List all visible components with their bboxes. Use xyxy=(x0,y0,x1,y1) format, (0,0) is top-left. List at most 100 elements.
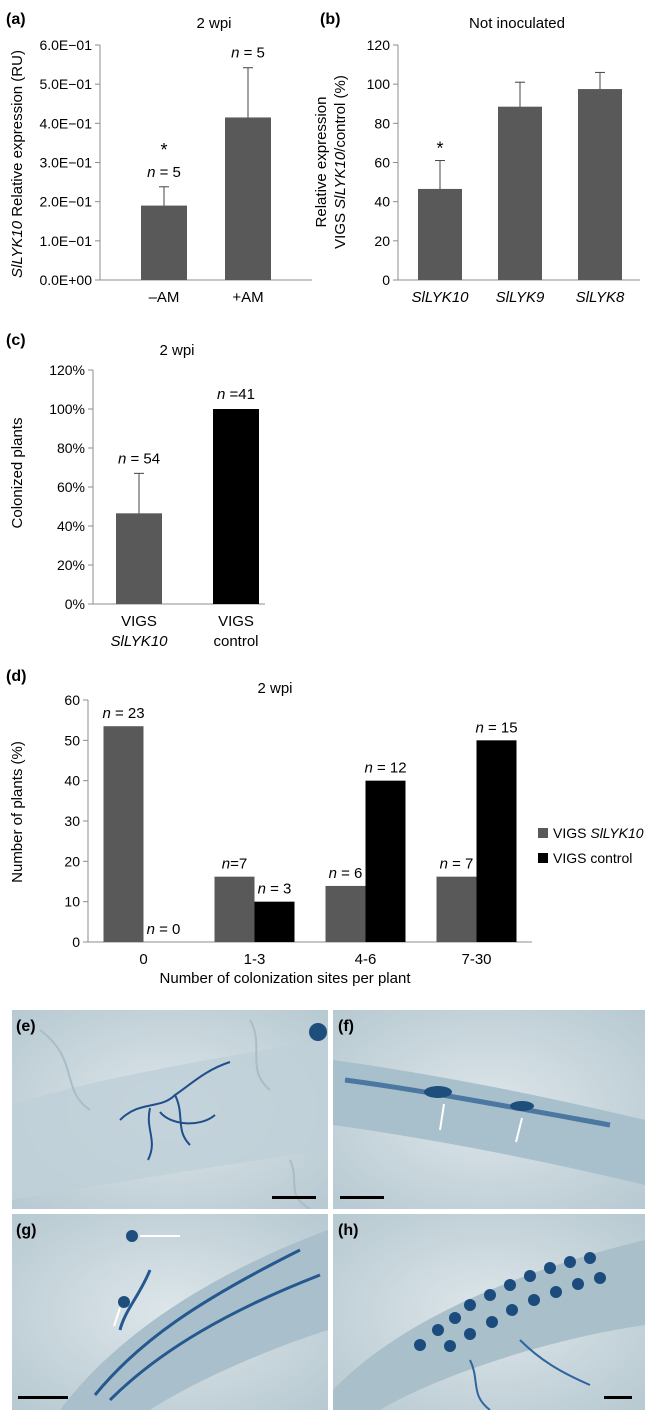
category-label-line2-0: SlLYK10 xyxy=(111,633,169,650)
micrograph-g-letter: (g) xyxy=(16,1222,36,1239)
bar-1 xyxy=(498,106,542,280)
micrograph-g-arrow-2 xyxy=(113,1307,121,1327)
micrograph-e-root-hairs xyxy=(39,1019,311,1209)
bar-s0-0 xyxy=(103,726,144,942)
panel-c-categories: VIGS SlLYK10 VIGS control xyxy=(111,613,259,650)
micrograph-g xyxy=(12,1214,328,1410)
category-label-3: 7-30 xyxy=(461,951,491,968)
panel-c-title: 2 wpi xyxy=(159,342,194,359)
panel-b-bars: * xyxy=(418,71,622,280)
bar-1 xyxy=(213,409,259,604)
b-tick-label: 20 xyxy=(374,233,390,249)
panel-c: (c) 2 wpi Colonized plants 0% 20% 40% 60% 80… xyxy=(6,332,265,650)
micrograph-e-blob xyxy=(309,1023,327,1041)
micrograph-h-arbuscules xyxy=(414,1252,606,1352)
micrograph-h-letter: (h) xyxy=(338,1222,358,1239)
panel-d: (d) 2 wpi Number of plants (%) Number of… xyxy=(6,668,644,987)
d-tick-label: 20 xyxy=(64,853,80,869)
legend-label-vigs-sllyk10: VIGS SlLYK10 xyxy=(553,825,644,841)
panel-b-letter: (b) xyxy=(320,11,340,28)
panel-a-letter: (a) xyxy=(6,11,26,28)
a-tick-label: 5.0E−01 xyxy=(39,76,92,92)
bar-n-label-s0-3: n = 7 xyxy=(440,856,474,873)
c-tick-label: 120% xyxy=(49,362,85,378)
bar-n-label-s1-1: n = 3 xyxy=(258,881,292,898)
panel-b: (b) Not inoculated Relative expression V… xyxy=(313,11,640,306)
panel-a: (a) 2 wpi SlLYK10 Relative expression (R… xyxy=(6,11,312,306)
panel-c-ylabel: Colonized plants xyxy=(9,418,26,529)
panel-d-categories: 0 1-3 4-6 7-30 xyxy=(139,951,491,968)
d-tick-label: 60 xyxy=(64,692,80,708)
micrograph-h xyxy=(333,1214,645,1410)
panel-b-y-ticks: 0 20 40 60 80 100 120 xyxy=(367,37,398,288)
micrograph-g-arbuscule-1 xyxy=(126,1230,138,1242)
a-tick-label: 1.0E−01 xyxy=(39,233,92,249)
micrograph-f-arrow-2 xyxy=(515,1117,523,1143)
panel-c-y-ticks: 0% 20% 40% 60% 80% 100% 120% xyxy=(49,362,93,612)
bar-0 xyxy=(116,513,162,604)
legend-swatch-vigs-control xyxy=(538,853,548,863)
micrograph-h-scale-bar xyxy=(604,1396,632,1399)
legend-label-vigs-control: VIGS control xyxy=(553,850,632,866)
panel-b-categories: SlLYK10 SlLYK9 SlLYK8 xyxy=(412,289,625,306)
d-tick-label: 50 xyxy=(64,732,80,748)
panel-a-title: 2 wpi xyxy=(196,15,231,32)
bar-s1-2 xyxy=(365,780,406,942)
panel-d-letter: (d) xyxy=(6,668,26,685)
bar-s0-3 xyxy=(436,876,477,942)
b-tick-label: 60 xyxy=(374,155,390,171)
bar-n-label-0: n = 5 xyxy=(147,164,181,181)
micrograph-e-letter: (e) xyxy=(16,1018,36,1035)
panel-d-title: 2 wpi xyxy=(257,680,292,697)
bar-n-label-s0-1: n=7 xyxy=(222,856,247,873)
bar-n-label-s0-2: n = 6 xyxy=(329,865,363,882)
bar-n-label-s0-0: n = 23 xyxy=(102,705,144,722)
category-label-line1-0: VIGS xyxy=(121,613,157,630)
significance-star-0: * xyxy=(436,139,443,159)
b-tick-label: 40 xyxy=(374,194,390,210)
micrograph-f-arrow-1 xyxy=(439,1103,445,1131)
micrograph-g-scale-bar xyxy=(18,1396,68,1399)
panel-d-y-ticks: 0 10 20 30 40 50 60 xyxy=(64,692,88,950)
bar-s0-1 xyxy=(214,876,255,942)
micrograph-f-arbuscule-2 xyxy=(510,1101,534,1111)
bar-n-label-1: n =41 xyxy=(217,386,255,403)
category-label-0: 0 xyxy=(139,951,147,968)
bar-0 xyxy=(418,188,462,280)
panel-a-y-ticks: 0.0E+00 1.0E−01 2.0E−01 3.0E−01 4.0E−01 5.0E−… xyxy=(39,37,100,288)
panel-d-xlabel: Number of colonization sites per plant xyxy=(160,970,412,987)
b-tick-label: 80 xyxy=(374,115,390,131)
c-tick-label: 0% xyxy=(65,596,85,612)
bar-n-label-1: n = 5 xyxy=(231,45,265,62)
bar-n-label-s1-2: n = 12 xyxy=(364,760,406,777)
a-tick-label: 6.0E−01 xyxy=(39,37,92,53)
c-tick-label: 20% xyxy=(57,557,85,573)
bar-0 xyxy=(141,205,187,280)
micrograph-f-stain-band xyxy=(344,1077,611,1128)
a-tick-label: 2.0E−01 xyxy=(39,194,92,210)
a-tick-label: 3.0E−01 xyxy=(39,155,92,171)
micrograph-h-hyphae xyxy=(469,1339,591,1410)
panel-a-ylabel: SlLYK10 Relative expression (RU) xyxy=(9,50,26,278)
bar-n-label-s1-0: n = 0 xyxy=(147,921,181,938)
bar-1 xyxy=(225,117,271,280)
a-tick-label: 4.0E−01 xyxy=(39,115,92,131)
bar-s0-2 xyxy=(325,885,366,942)
legend-swatch-vigs-sllyk10 xyxy=(538,828,548,838)
micrograph-g-arbuscule-2 xyxy=(118,1296,130,1308)
category-label-1: +AM xyxy=(232,289,263,306)
micrograph-f-scale-bar xyxy=(340,1196,384,1199)
category-label-line1-1: VIGS xyxy=(218,613,254,630)
micrograph-g-root xyxy=(60,1230,328,1410)
category-label-line2-1: control xyxy=(213,633,258,650)
c-tick-label: 100% xyxy=(49,401,85,417)
bar-n-label-s1-3: n = 15 xyxy=(475,719,517,736)
panel-a-categories: –AM +AM xyxy=(149,289,264,306)
a-tick-label: 0.0E+00 xyxy=(39,272,92,288)
micrograph-e-hyphae xyxy=(119,1061,231,1161)
bar-2 xyxy=(578,89,622,280)
significance-star-0: * xyxy=(160,140,167,160)
micrograph-g-hyphae xyxy=(93,1248,321,1402)
panel-b-ylabel-line2: VIGS SlLYK10/control (%) xyxy=(332,75,349,249)
panel-c-bars: n = 54 n =41 xyxy=(116,386,259,604)
